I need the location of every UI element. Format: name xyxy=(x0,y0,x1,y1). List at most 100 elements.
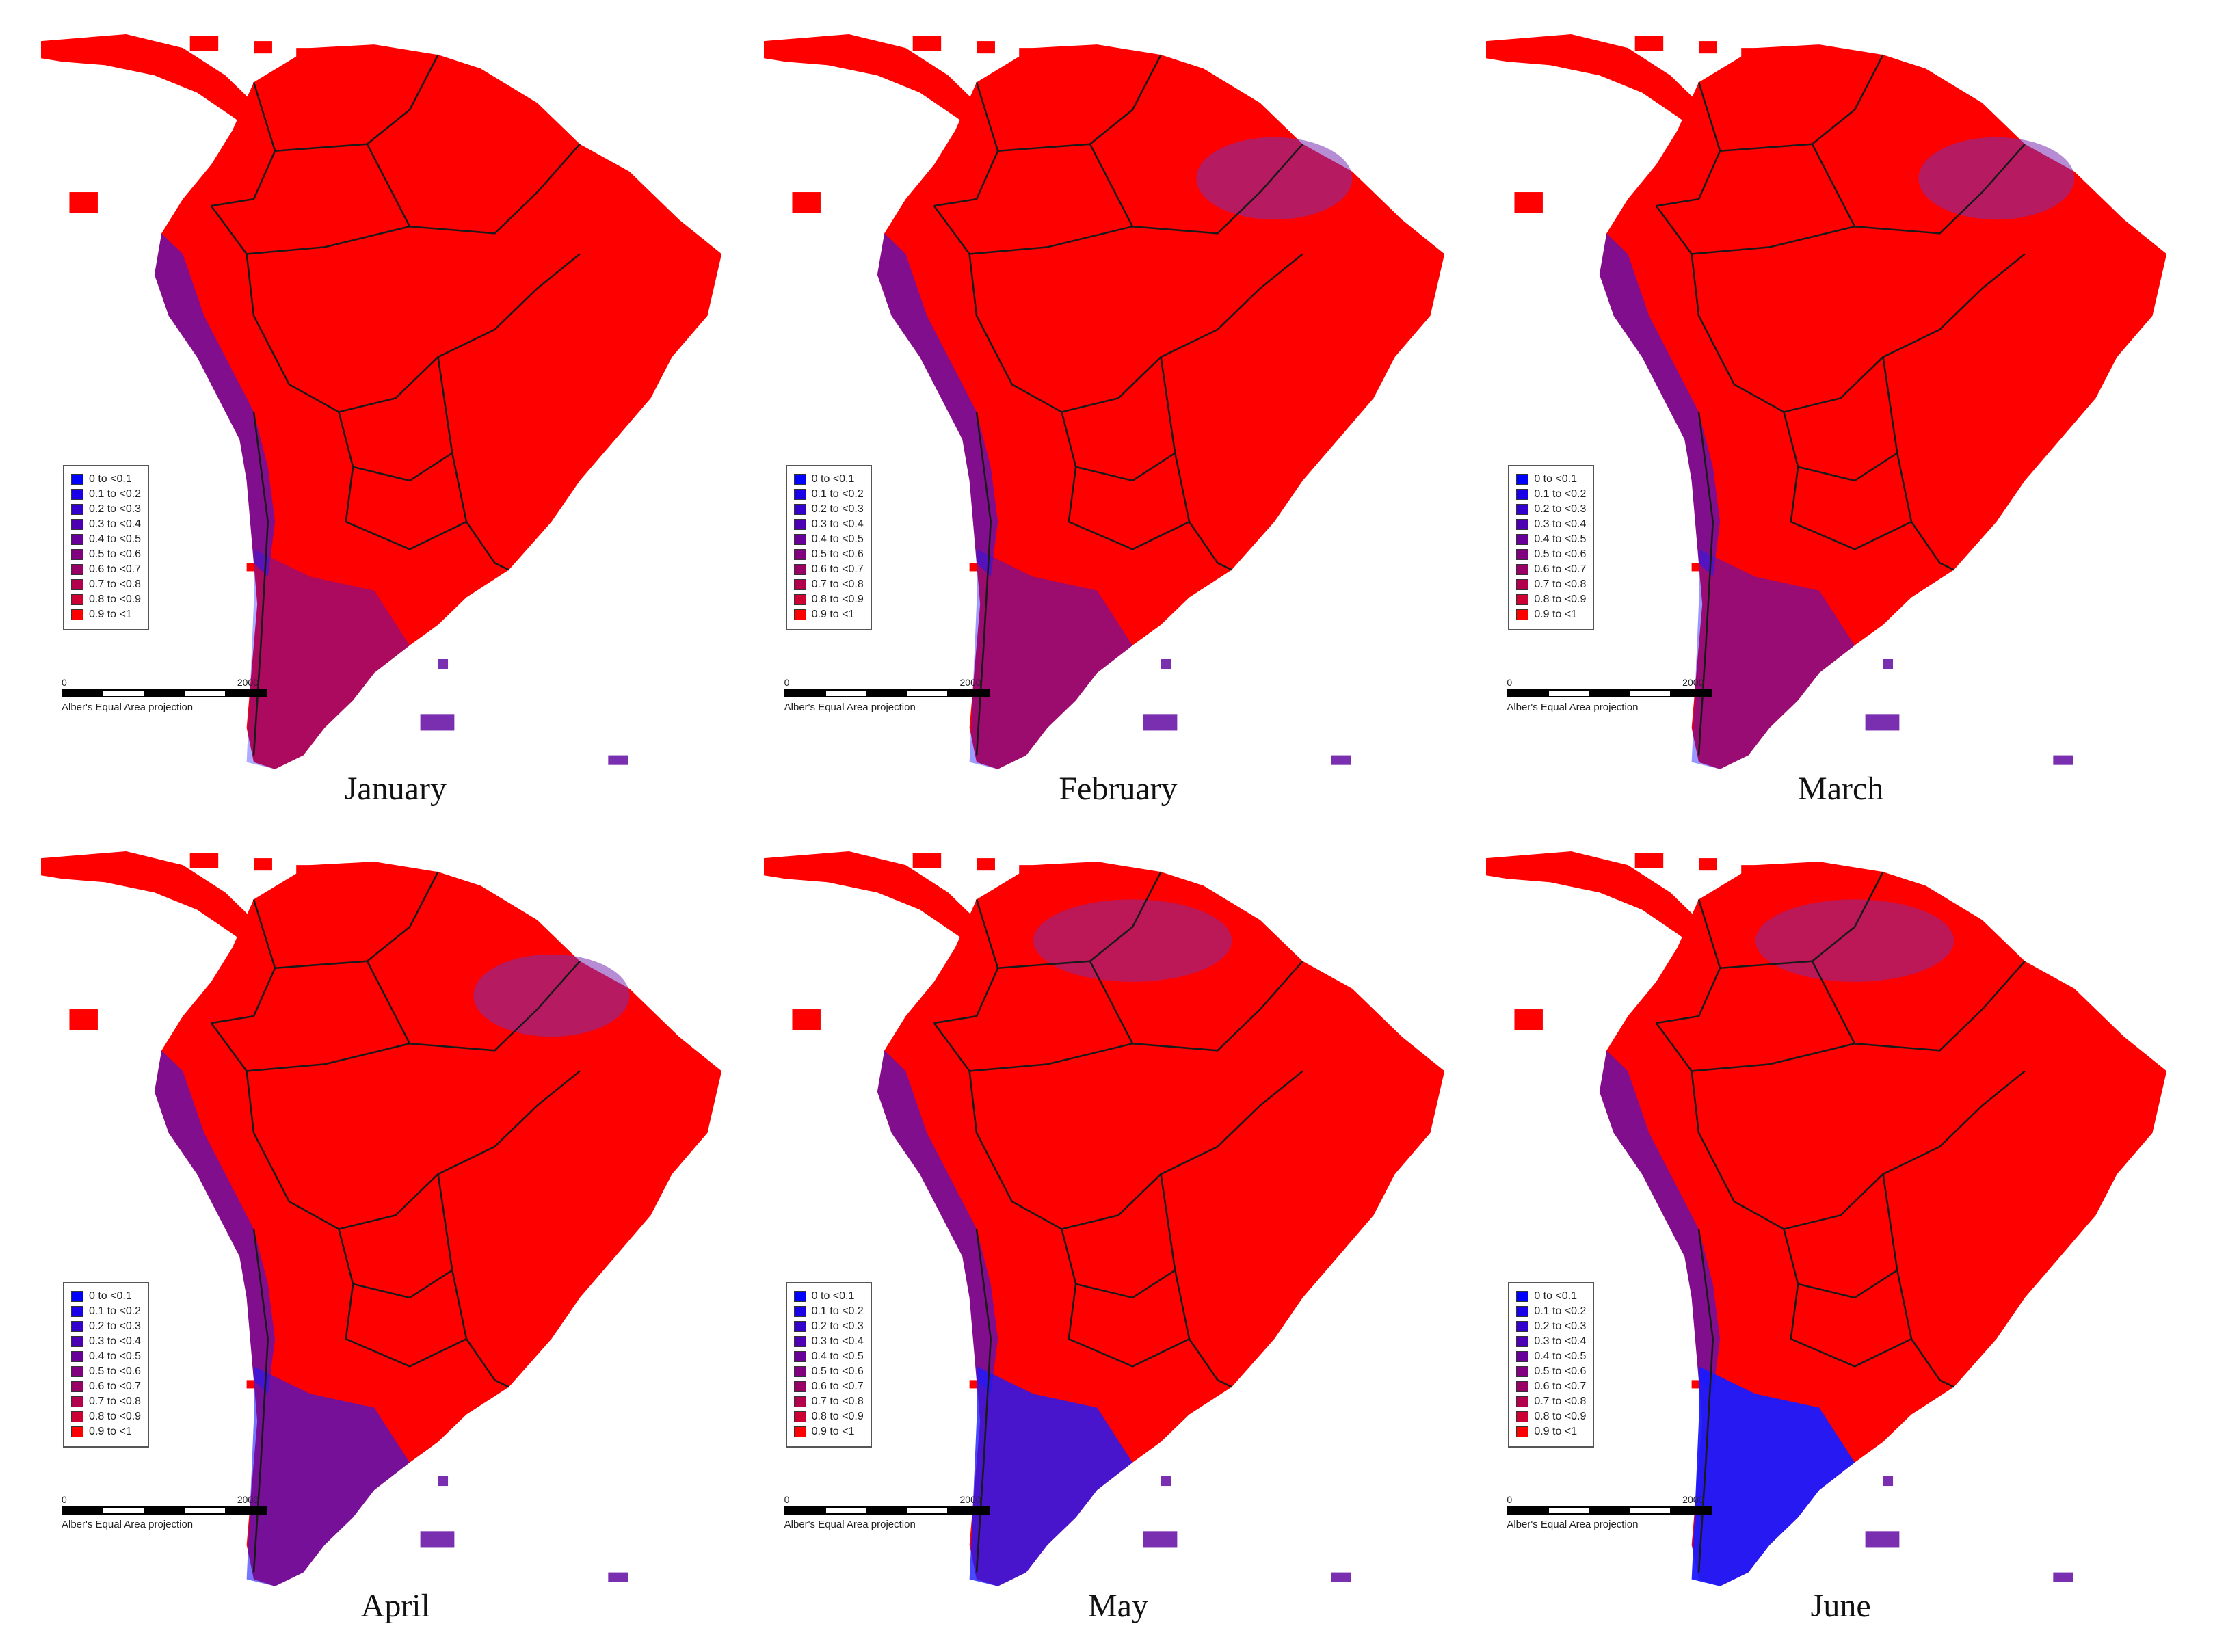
small-island xyxy=(1161,659,1171,669)
projection-label: Alber's Equal Area projection xyxy=(1507,1519,1639,1530)
map-legend: 0 to <0.1 0.1 to <0.2 0.2 to <0.3 0.3 to <0… xyxy=(1508,1282,1595,1448)
legend-swatch xyxy=(1516,519,1529,530)
legend-label: 0 to <0.1 xyxy=(1534,473,1578,485)
scale-bar-graphic xyxy=(62,1506,267,1515)
legend-label: 0.2 to <0.3 xyxy=(1534,503,1587,515)
legend-item: 0.7 to <0.8 xyxy=(1516,577,1586,592)
legend-item: 0.5 to <0.6 xyxy=(71,547,141,562)
legend-label: 0.5 to <0.6 xyxy=(89,1365,142,1377)
andes-band xyxy=(1600,233,1721,577)
legend-label: 0.2 to <0.3 xyxy=(811,503,864,515)
low-value-region xyxy=(246,549,410,769)
small-island xyxy=(969,563,978,572)
legend-label: 0.8 to <0.9 xyxy=(1534,594,1587,605)
falkland-islands xyxy=(1865,714,1900,731)
andes-band xyxy=(154,1050,276,1394)
caribbean-island xyxy=(1635,853,1664,868)
legend-item: 0.6 to <0.7 xyxy=(793,562,864,577)
legend-swatch xyxy=(793,564,806,575)
caribbean-island xyxy=(253,858,272,871)
low-value-region xyxy=(1691,549,1855,769)
legend-label: 0.6 to <0.7 xyxy=(811,563,864,575)
galapagos-islands xyxy=(1514,192,1543,213)
central-america-landmass xyxy=(41,34,276,137)
legend-item: 0.8 to <0.9 xyxy=(1516,592,1586,607)
low-value-region xyxy=(969,549,1132,769)
caribbean-island xyxy=(1635,36,1664,51)
legend-swatch xyxy=(1516,489,1529,500)
country-borders xyxy=(1656,54,2026,756)
legend-label: 0.4 to <0.5 xyxy=(811,1350,864,1362)
legend-item: 0.9 to <1 xyxy=(71,1424,141,1439)
legend-swatch xyxy=(793,1366,806,1377)
legend-swatch xyxy=(71,564,83,575)
south-america-map xyxy=(763,851,1444,1586)
caribbean-island xyxy=(189,853,219,868)
scale-start-label: 0 xyxy=(784,1494,790,1505)
month-caption: June xyxy=(1810,1588,1871,1624)
legend-label: 0.6 to <0.7 xyxy=(89,1381,142,1392)
legend-label: 0.4 to <0.5 xyxy=(811,533,864,545)
legend-item: 0.3 to <0.4 xyxy=(793,517,864,532)
caribbean-island xyxy=(253,41,272,54)
legend-swatch xyxy=(1516,534,1529,545)
legend-label: 0.4 to <0.5 xyxy=(89,533,142,545)
legend-swatch xyxy=(793,1291,806,1302)
small-island xyxy=(969,1380,978,1389)
legend-item: 0 to <0.1 xyxy=(71,1289,141,1304)
legend-swatch xyxy=(71,594,83,605)
map-legend: 0 to <0.1 0.1 to <0.2 0.2 to <0.3 0.3 to <0… xyxy=(63,465,150,630)
scale-end-label: 2000 xyxy=(237,677,259,688)
legend-label: 0.8 to <0.9 xyxy=(811,594,864,605)
andes-band xyxy=(1600,1050,1721,1394)
legend-swatch xyxy=(793,1381,806,1392)
small-island xyxy=(1883,1476,1894,1487)
caribbean-island xyxy=(1699,858,1718,871)
country-borders xyxy=(933,54,1303,756)
month-panel-april: 0 to <0.1 0.1 to <0.2 0.2 to <0.3 0.3 to <0… xyxy=(41,844,750,1634)
central-america-landmass xyxy=(1486,34,1721,137)
central-america-landmass xyxy=(763,851,998,955)
legend-swatch xyxy=(71,1336,83,1347)
scale-start-label: 0 xyxy=(62,1494,67,1505)
legend-swatch xyxy=(793,1411,806,1422)
legend-swatch xyxy=(71,1411,83,1422)
south-america-map xyxy=(41,851,722,1586)
legend-swatch xyxy=(1516,1381,1529,1392)
scale-end-label: 2000 xyxy=(1682,677,1704,688)
legend-label: 0.4 to <0.5 xyxy=(89,1350,142,1362)
legend-label: 0.1 to <0.2 xyxy=(1534,488,1587,500)
legend-swatch xyxy=(1516,1291,1529,1302)
legend-swatch xyxy=(793,1351,806,1362)
legend-swatch xyxy=(71,474,83,485)
legend-item: 0.3 to <0.4 xyxy=(1516,517,1586,532)
legend-swatch xyxy=(71,1291,83,1302)
legend-label: 0 to <0.1 xyxy=(89,1290,132,1302)
small-island xyxy=(246,1380,256,1389)
legend-label: 0.9 to <1 xyxy=(89,1426,132,1437)
legend-label: 0.5 to <0.6 xyxy=(811,548,864,560)
legend-swatch xyxy=(71,519,83,530)
south-georgia xyxy=(1330,755,1351,765)
scale-bar: 0 2000 Alber's Equal Area projection xyxy=(1507,1494,1712,1530)
legend-item: 0.4 to <0.5 xyxy=(1516,1349,1586,1364)
legend-swatch xyxy=(793,474,806,485)
legend-item: 0.9 to <1 xyxy=(1516,1424,1586,1439)
legend-swatch xyxy=(71,1306,83,1317)
central-america-landmass xyxy=(1486,851,1721,955)
legend-swatch xyxy=(1516,504,1529,515)
amazon-delta-patch xyxy=(1196,137,1353,220)
legend-item: 0.4 to <0.5 xyxy=(71,532,141,547)
legend-item: 0 to <0.1 xyxy=(793,472,864,487)
scale-start-label: 0 xyxy=(62,677,67,688)
legend-label: 0 to <0.1 xyxy=(811,1290,855,1302)
legend-label: 0.6 to <0.7 xyxy=(1534,563,1587,575)
legend-swatch xyxy=(1516,1321,1529,1332)
legend-item: 0.6 to <0.7 xyxy=(1516,1379,1586,1394)
legend-swatch xyxy=(1516,1396,1529,1407)
galapagos-islands xyxy=(69,1009,98,1030)
legend-item: 0.9 to <1 xyxy=(793,607,864,622)
month-caption: March xyxy=(1798,771,1884,807)
falkland-islands xyxy=(420,1531,455,1548)
legend-item: 0.4 to <0.5 xyxy=(1516,532,1586,547)
